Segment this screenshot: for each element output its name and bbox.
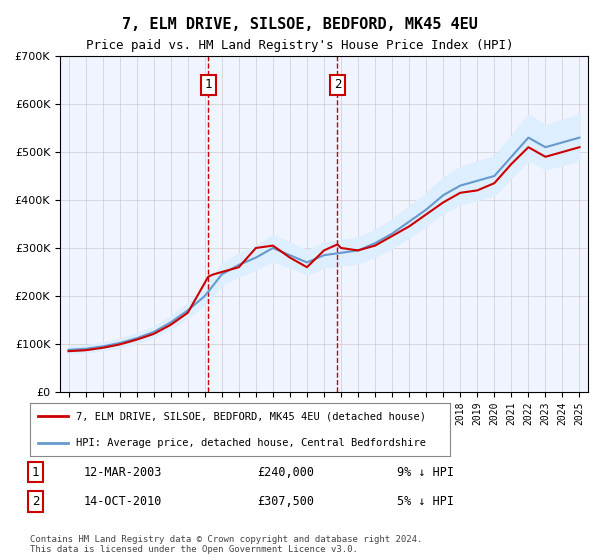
Text: Contains HM Land Registry data © Crown copyright and database right 2024.
This d: Contains HM Land Registry data © Crown c… — [30, 535, 422, 554]
Text: 2: 2 — [32, 495, 39, 508]
Text: 12-MAR-2003: 12-MAR-2003 — [84, 465, 163, 479]
Text: £307,500: £307,500 — [257, 495, 314, 508]
Text: £240,000: £240,000 — [257, 465, 314, 479]
Text: 7, ELM DRIVE, SILSOE, BEDFORD, MK45 4EU (detached house): 7, ELM DRIVE, SILSOE, BEDFORD, MK45 4EU … — [76, 412, 426, 422]
Text: Price paid vs. HM Land Registry's House Price Index (HPI): Price paid vs. HM Land Registry's House … — [86, 39, 514, 52]
Text: 2: 2 — [334, 78, 341, 91]
Text: HPI: Average price, detached house, Central Bedfordshire: HPI: Average price, detached house, Cent… — [76, 438, 426, 448]
Text: 1: 1 — [32, 465, 39, 479]
Text: 1: 1 — [205, 78, 212, 91]
Text: 5% ↓ HPI: 5% ↓ HPI — [397, 495, 454, 508]
Text: 14-OCT-2010: 14-OCT-2010 — [84, 495, 163, 508]
Text: 9% ↓ HPI: 9% ↓ HPI — [397, 465, 454, 479]
Text: 7, ELM DRIVE, SILSOE, BEDFORD, MK45 4EU: 7, ELM DRIVE, SILSOE, BEDFORD, MK45 4EU — [122, 17, 478, 32]
